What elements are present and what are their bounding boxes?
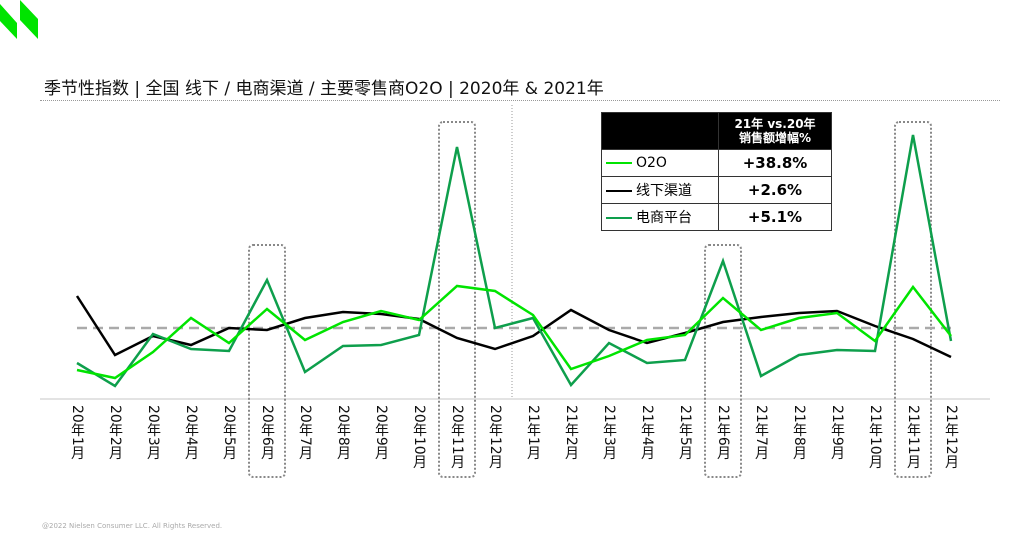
- x-tick-label: 21年6月: [715, 405, 731, 460]
- legend-row-o2o: O2O +38.8%: [601, 149, 832, 177]
- x-tick-label: 20年6月: [259, 405, 275, 460]
- x-tick-label: 21年1月: [525, 405, 541, 460]
- series-line-O2O: [76, 284, 952, 380]
- x-tick-label: 20年2月: [107, 405, 123, 460]
- legend-value: +2.6%: [718, 176, 832, 204]
- legend-row-ecommerce: 电商平台 +5.1%: [601, 203, 832, 231]
- legend-label: 线下渠道: [636, 183, 692, 199]
- x-tick-label: 21年11月: [905, 405, 921, 469]
- highlight-box: [894, 121, 932, 478]
- legend-value: +5.1%: [718, 203, 832, 231]
- nielsen-logo: [0, 0, 38, 39]
- highlight-box: [248, 244, 286, 478]
- copyright-footer: @2022 Nielsen Consumer LLC. All Rights R…: [42, 522, 223, 530]
- page-title: 季节性指数 | 全国 线下 / 电商渠道 / 主要零售商O2O | 2020年 …: [44, 79, 604, 99]
- x-tick-label: 20年9月: [373, 405, 389, 460]
- legend-table: 21年 vs.20年 销售额增幅% O2O +38.8% 线下渠道 +2.6% 电…: [601, 112, 832, 231]
- offline-swatch: [606, 190, 632, 192]
- x-tick-label: 20年7月: [297, 405, 313, 460]
- x-tick-label: 20年1月: [69, 405, 85, 460]
- legend-row-offline: 线下渠道 +2.6%: [601, 176, 832, 204]
- x-tick-label: 20年11月: [449, 405, 465, 469]
- x-tick-label: 21年9月: [829, 405, 845, 460]
- x-tick-label: 20年4月: [183, 405, 199, 460]
- ecommerce-swatch: [606, 217, 632, 219]
- x-tick-label: 21年5月: [677, 405, 693, 460]
- x-tick-label: 21年3月: [601, 405, 617, 460]
- title-divider: [40, 100, 1000, 101]
- x-tick-label: 21年2月: [563, 405, 579, 460]
- x-tick-label: 21年10月: [867, 405, 883, 469]
- highlight-box: [704, 244, 742, 478]
- x-tick-label: 21年4月: [639, 405, 655, 460]
- highlight-box: [438, 121, 476, 478]
- legend-label: 电商平台: [636, 210, 692, 226]
- series-line-线下渠道: [75, 295, 952, 359]
- legend-label: O2O: [636, 155, 667, 171]
- legend-header: 21年 vs.20年 销售额增幅%: [718, 112, 832, 150]
- x-tick-label: 21年8月: [791, 405, 807, 460]
- o2o-swatch: [606, 162, 632, 164]
- x-tick-label: 20年5月: [221, 405, 237, 460]
- x-tick-label: 20年3月: [145, 405, 161, 460]
- x-tick-label: 21年7月: [753, 405, 769, 460]
- legend-value: +38.8%: [718, 149, 832, 177]
- series-line-电商平台: [76, 134, 953, 388]
- x-tick-label: 20年12月: [487, 405, 503, 469]
- x-tick-label: 20年10月: [411, 405, 427, 469]
- legend-header-line2: 销售额增幅%: [738, 131, 812, 145]
- x-tick-label: 21年12月: [943, 405, 959, 469]
- x-tick-label: 20年8月: [335, 405, 351, 460]
- legend-header-line1: 21年 vs.20年: [734, 117, 816, 131]
- legend-header-blank: [601, 112, 719, 150]
